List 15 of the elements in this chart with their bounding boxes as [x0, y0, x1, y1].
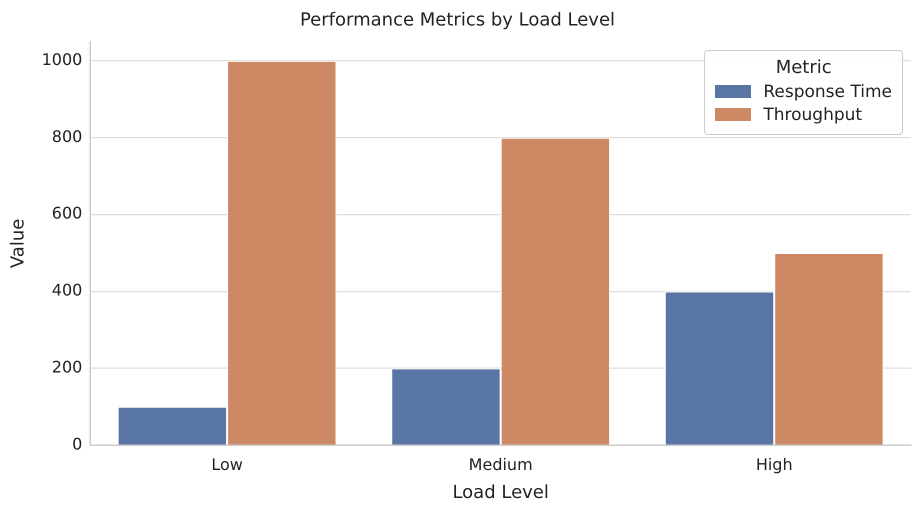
x-axis-title: Load Level — [452, 482, 549, 503]
y-tick-label: 600 — [52, 204, 82, 223]
x-tick-label: Medium — [468, 454, 533, 474]
y-tick-label: 0 — [72, 434, 82, 454]
legend-title: Metric — [774, 56, 833, 78]
x-tick-label: Low — [211, 454, 243, 474]
y-tick-label: 1000 — [42, 50, 82, 69]
y-tick-label: 400 — [52, 280, 82, 300]
y-tick-label: 200 — [52, 357, 82, 376]
legend-label: Throughput — [763, 104, 862, 125]
x-tick-label: High — [756, 454, 793, 474]
chart-title: Performance Metrics by Load Level — [300, 9, 616, 30]
y-tick-label: 800 — [52, 126, 82, 146]
legend-label: Response Time — [763, 82, 892, 102]
y-axis-title: Value — [7, 218, 28, 268]
